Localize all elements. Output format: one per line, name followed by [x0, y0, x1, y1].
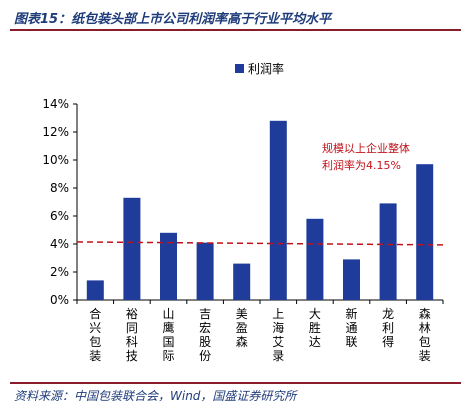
- category-label: 大: [309, 307, 321, 321]
- category-label: 利: [382, 321, 394, 335]
- category-label: 际: [162, 349, 174, 363]
- category-label: 美: [236, 307, 248, 321]
- bar: [416, 164, 434, 300]
- bar: [269, 120, 287, 300]
- category-label: 上: [272, 307, 284, 321]
- bar: [160, 232, 177, 300]
- top-divider: [10, 29, 461, 31]
- category-label: 森: [419, 306, 431, 321]
- category-label: 宏: [199, 320, 211, 335]
- category-label: 森: [236, 334, 248, 349]
- y-tick-label: 4%: [50, 237, 69, 251]
- category-label: 吉: [199, 307, 211, 321]
- y-tick-label: 10%: [42, 153, 69, 167]
- category-label: 联: [345, 335, 357, 349]
- bar: [123, 197, 141, 300]
- category-label: 份: [199, 349, 211, 363]
- category-label: 同: [126, 321, 138, 335]
- category-label: 山: [162, 307, 174, 321]
- annotation-line: 规模以上企业整体: [322, 141, 410, 155]
- category-label: 装: [89, 349, 101, 363]
- bar: [379, 203, 397, 300]
- bar: [233, 263, 251, 300]
- category-label: 林: [419, 321, 431, 335]
- category-label: 龙: [382, 307, 394, 321]
- y-tick-label: 12%: [42, 125, 69, 139]
- source-note: 资料来源：中国包装联合会，Wind，国盛证券研究所: [14, 389, 297, 403]
- chart-title: 图表15：纸包装头部上市公司利润率高于行业平均水平: [14, 12, 332, 27]
- category-label: 兴: [89, 321, 101, 335]
- reference-line-group: [76, 241, 444, 246]
- category-label: 海: [272, 320, 284, 335]
- category-label: 盈: [236, 321, 248, 335]
- bar: [196, 242, 214, 300]
- y-tick-label: 8%: [50, 181, 69, 195]
- reference-line: [76, 241, 444, 246]
- category-label: 股: [199, 335, 211, 349]
- bar: [306, 218, 324, 300]
- bars: [86, 120, 434, 300]
- category-label: 装: [419, 349, 431, 363]
- axes: 0% 2% 4% 6% 8% 10% 12% 14%: [42, 97, 444, 307]
- bottom-divider: [10, 382, 461, 384]
- category-label: 合: [89, 306, 101, 321]
- bar: [343, 259, 360, 300]
- legend: 利润率: [235, 61, 284, 76]
- y-tick-label: 0%: [50, 293, 69, 307]
- category-label: 通: [345, 321, 357, 335]
- y-tick-label: 14%: [42, 97, 69, 111]
- category-label: 录: [272, 349, 284, 363]
- category-label: 得: [382, 334, 394, 349]
- category-label: 技: [126, 349, 138, 363]
- y-tick-label: 6%: [50, 209, 69, 223]
- category-label: 包: [89, 335, 101, 349]
- category-label: 新: [345, 306, 357, 321]
- legend-label: 利润率: [248, 61, 284, 76]
- bar: [86, 280, 104, 300]
- legend-swatch: [235, 64, 244, 73]
- annotation-line: 利润率为4.15%: [322, 158, 401, 172]
- category-label: 裕: [126, 306, 138, 321]
- category-label: 胜: [309, 320, 321, 335]
- category-label: 科: [126, 335, 138, 349]
- y-tick-label: 2%: [50, 265, 69, 279]
- category-label: 包: [419, 335, 431, 349]
- bar-chart: 利润率 0%2%4%6%8%10%12%14% 合兴包装裕同科技山鹰国际吉宏股份…: [42, 61, 444, 363]
- category-label: 国: [162, 335, 174, 349]
- category-label: 艾: [272, 335, 284, 349]
- category-label: 达: [309, 335, 321, 349]
- category-label: 鹰: [162, 320, 174, 335]
